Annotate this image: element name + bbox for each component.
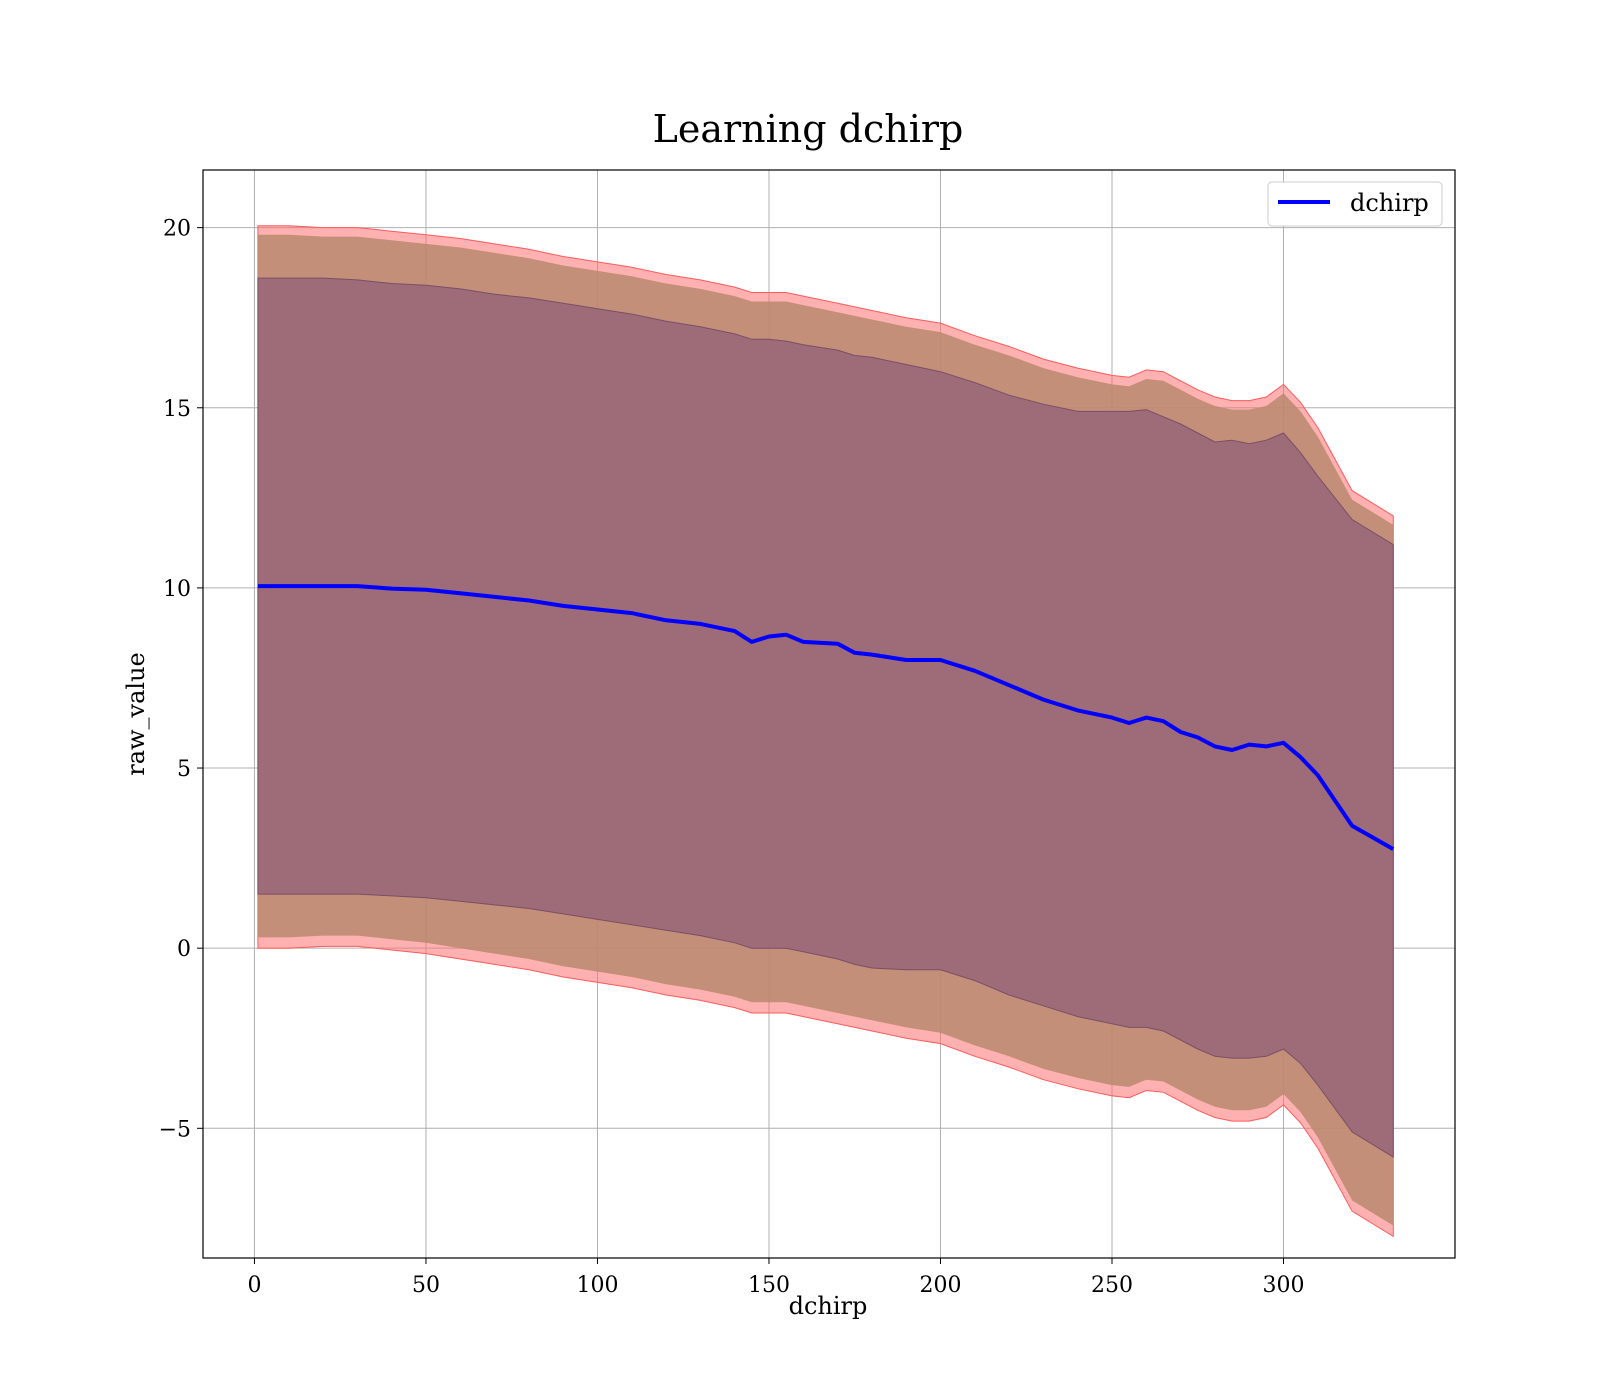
y-tick-label: 15 bbox=[163, 397, 191, 422]
band-inner bbox=[257, 277, 1394, 1158]
x-axis-label: dchirp bbox=[789, 1292, 868, 1320]
legend: dchirp bbox=[1267, 181, 1443, 227]
x-ticks: 0 50 100 150 200 250 300 bbox=[247, 1258, 1304, 1298]
series-line-dchirp bbox=[257, 584, 1395, 851]
plot-frame bbox=[202, 169, 1456, 1259]
x-tick-label: 200 bbox=[919, 1273, 961, 1298]
legend-label-dchirp: dchirp bbox=[1350, 189, 1429, 217]
y-ticks: −5 0 5 10 15 20 bbox=[159, 217, 203, 1142]
y-tick-label: 10 bbox=[163, 577, 191, 602]
x-tick-label: 250 bbox=[1091, 1273, 1133, 1298]
x-tick-label: 50 bbox=[412, 1273, 440, 1298]
x-tick-label: 300 bbox=[1262, 1273, 1304, 1298]
x-tick-label: 100 bbox=[576, 1273, 618, 1298]
y-tick-label: 5 bbox=[177, 757, 191, 782]
uncertainty-bands bbox=[257, 225, 1394, 1238]
series-lines bbox=[257, 584, 1395, 851]
legend-box bbox=[1267, 181, 1443, 227]
y-axis-label: raw_value bbox=[122, 652, 150, 776]
x-tick-label: 150 bbox=[748, 1273, 790, 1298]
y-tick-label: 20 bbox=[163, 217, 191, 242]
y-tick-label: 0 bbox=[177, 937, 191, 962]
chart-title: Learning dchirp bbox=[653, 107, 964, 151]
y-tick-label: −5 bbox=[159, 1117, 191, 1142]
x-tick-label: 0 bbox=[247, 1273, 261, 1298]
